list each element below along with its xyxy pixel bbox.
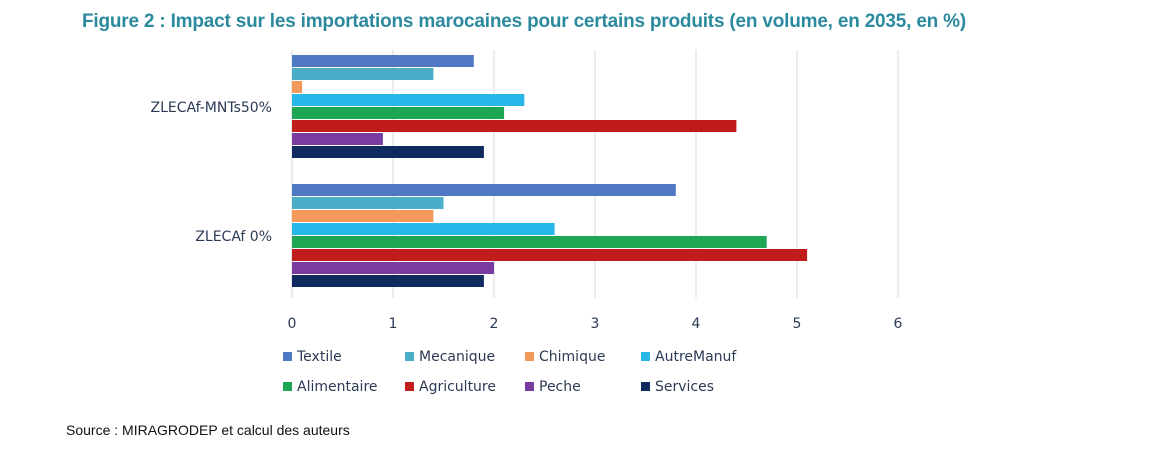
legend-label-mecanique: Mecanique — [419, 349, 495, 365]
bar-zlecaf-mnts50-services — [292, 146, 484, 158]
bar-zlecaf-0-chimique — [292, 210, 434, 222]
x-tick-label-1: 1 — [389, 316, 398, 332]
bar-zlecaf-mnts50-peche — [292, 133, 383, 145]
x-tick-label-0: 0 — [288, 316, 297, 332]
source-note: Source : MIRAGRODEP et calcul des auteur… — [66, 422, 350, 438]
legend-swatch-autremanuf — [641, 352, 650, 361]
legend: Textile Mecanique Chimique AutreManuf Alimen… — [283, 349, 737, 395]
legend-item-chimique: Chimique — [525, 349, 605, 365]
bar-zlecaf-mnts50-alimentaire — [292, 107, 505, 119]
legend-label-alimentaire: Alimentaire — [297, 379, 378, 395]
x-tick-label-6: 6 — [894, 316, 903, 332]
bar-zlecaf-mnts50-agriculture — [292, 120, 737, 132]
bar-zlecaf-0-peche — [292, 262, 494, 274]
legend-label-agriculture: Agriculture — [419, 379, 496, 395]
legend-item-textile: Textile — [283, 349, 342, 365]
category-label-zlecaf-0: ZLECAf 0% — [195, 229, 272, 245]
bar-zlecaf-mnts50-autremanuf — [292, 94, 525, 106]
legend-swatch-textile — [283, 352, 292, 361]
legend-swatch-agriculture — [405, 382, 414, 391]
legend-label-services: Services — [655, 379, 714, 395]
legend-item-alimentaire: Alimentaire — [283, 379, 378, 395]
bar-zlecaf-0-mecanique — [292, 197, 444, 209]
legend-item-mecanique: Mecanique — [405, 349, 495, 365]
legend-label-textile: Textile — [296, 349, 342, 365]
legend-swatch-services — [641, 382, 650, 391]
legend-item-peche: Peche — [525, 379, 581, 395]
x-tick-label-2: 2 — [490, 316, 499, 332]
legend-swatch-peche — [525, 382, 534, 391]
x-tick-label-3: 3 — [591, 316, 600, 332]
x-tick-labels: 0 1 2 3 4 5 6 — [288, 316, 903, 332]
legend-item-agriculture: Agriculture — [405, 379, 496, 395]
bar-zlecaf-0-autremanuf — [292, 223, 555, 235]
bar-zlecaf-0-services — [292, 275, 484, 287]
legend-swatch-chimique — [525, 352, 534, 361]
legend-label-autremanuf: AutreManuf — [655, 349, 737, 365]
legend-label-peche: Peche — [539, 379, 581, 395]
bar-zlecaf-0-agriculture — [292, 249, 808, 261]
category-label-zlecaf-mnts50: ZLECAf-MNTs50% — [150, 100, 272, 116]
legend-swatch-mecanique — [405, 352, 414, 361]
legend-swatch-alimentaire — [283, 382, 292, 391]
legend-item-autremanuf: AutreManuf — [641, 349, 737, 365]
x-tick-label-5: 5 — [793, 316, 802, 332]
legend-label-chimique: Chimique — [539, 349, 605, 365]
bar-zlecaf-mnts50-textile — [292, 55, 474, 67]
bar-zlecaf-0-alimentaire — [292, 236, 767, 248]
bar-zlecaf-mnts50-mecanique — [292, 68, 434, 80]
bar-zlecaf-0-textile — [292, 184, 676, 196]
bar-zlecaf-mnts50-chimique — [292, 81, 303, 93]
category-labels: ZLECAf-MNTs50% ZLECAf 0% — [150, 100, 272, 245]
x-tick-label-4: 4 — [692, 316, 701, 332]
bars — [292, 55, 808, 287]
figure-title: Figure 2 : Impact sur les importations m… — [82, 11, 966, 32]
legend-item-services: Services — [641, 379, 714, 395]
